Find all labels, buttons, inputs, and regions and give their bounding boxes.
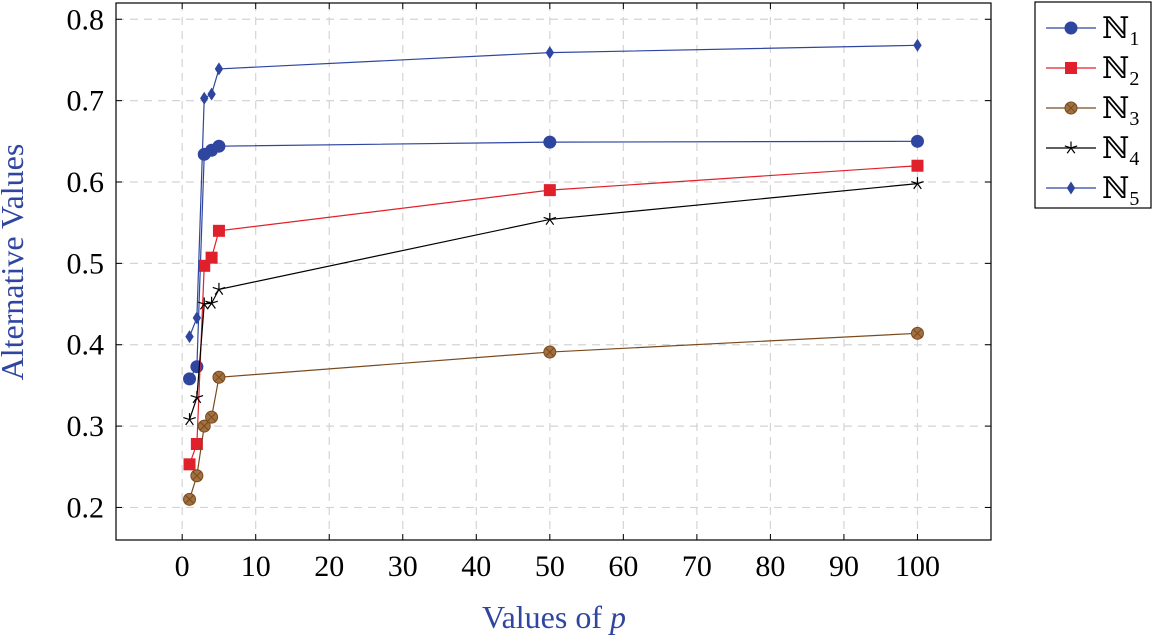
data-point-circle xyxy=(543,135,557,149)
series-line xyxy=(189,140,918,380)
x-tick-label: 20 xyxy=(314,550,344,583)
data-point-circle-x xyxy=(1064,101,1078,115)
data-point-diamond xyxy=(214,62,224,76)
y-tick-label: 0.4 xyxy=(67,329,105,362)
legend-box xyxy=(1034,1,1152,209)
data-point-circle-x xyxy=(910,326,924,340)
data-point-circle-x xyxy=(543,345,557,359)
data-point-circle-x xyxy=(212,370,226,384)
plot-frame xyxy=(115,2,992,541)
data-point-diamond xyxy=(185,330,194,344)
x-tick-label: 70 xyxy=(682,550,712,583)
data-point-diamond xyxy=(200,91,209,105)
legend-label: ℕ2 xyxy=(1102,52,1139,90)
y-tick-label: 0.6 xyxy=(67,166,105,199)
data-point-circle xyxy=(190,360,204,374)
data-point-circle xyxy=(910,134,924,148)
data-point-square xyxy=(212,224,225,237)
data-point-circle xyxy=(1064,21,1078,35)
data-point-star xyxy=(1064,141,1078,154)
data-point-star xyxy=(197,297,211,310)
x-tick-label: 30 xyxy=(388,550,418,583)
data-point-star xyxy=(911,177,924,190)
data-point-circle-x xyxy=(183,492,197,506)
data-point-circle-x xyxy=(205,410,219,424)
data-point-circle-x xyxy=(190,469,204,483)
x-tick-label: 90 xyxy=(829,550,859,583)
data-point-circle xyxy=(183,372,197,386)
x-tick-label: 40 xyxy=(461,550,491,583)
data-point-diamond xyxy=(545,46,555,60)
data-point-star xyxy=(543,212,557,226)
legend-item-4: ℕ4 xyxy=(1046,132,1139,170)
data-point-square xyxy=(1065,62,1077,74)
series-2 xyxy=(183,159,924,471)
data-point-diamond xyxy=(913,38,922,52)
data-point-square xyxy=(205,251,218,264)
legend-item-2: ℕ2 xyxy=(1046,52,1139,90)
data-point-diamond xyxy=(192,311,202,325)
legend-item-3: ℕ3 xyxy=(1046,92,1139,130)
y-axis-ticks: 0.2 0.3 0.4 0.5 0.6 0.7 0.8 xyxy=(67,3,991,524)
x-tick-label: 100 xyxy=(895,550,940,583)
legend-item-1: ℕ1 xyxy=(1046,12,1139,50)
legend-label: ℕ4 xyxy=(1102,132,1139,170)
series-layer xyxy=(183,38,924,506)
series-1 xyxy=(183,134,924,386)
y-tick-label: 0.3 xyxy=(67,410,105,443)
data-point-square xyxy=(183,458,196,471)
data-point-star xyxy=(190,391,204,404)
legend-label: ℕ3 xyxy=(1102,92,1139,130)
data-point-diamond xyxy=(1066,181,1076,195)
data-point-square xyxy=(911,159,924,172)
legend-label: ℕ5 xyxy=(1102,172,1139,210)
data-point-star xyxy=(212,282,226,296)
x-tick-label: 60 xyxy=(608,550,638,583)
data-point-circle xyxy=(212,139,226,153)
data-point-square xyxy=(190,437,203,450)
y-tick-label: 0.7 xyxy=(67,85,105,118)
data-point-star xyxy=(183,413,196,426)
x-tick-label: 0 xyxy=(175,550,190,583)
x-tick-label: 10 xyxy=(241,550,271,583)
data-point-circle-x xyxy=(197,419,211,433)
data-point-diamond xyxy=(207,87,216,101)
grid-lines xyxy=(116,3,991,540)
series-4 xyxy=(183,177,924,426)
legend-item-5: ℕ5 xyxy=(1046,172,1139,210)
x-axis-label: Values of p xyxy=(482,599,626,635)
y-tick-label: 0.2 xyxy=(67,491,105,524)
x-tick-label: 80 xyxy=(755,550,785,583)
y-axis-label: Alternative Values xyxy=(0,144,30,381)
y-tick-label: 0.8 xyxy=(67,3,105,36)
series-line xyxy=(188,165,918,465)
series-5 xyxy=(185,38,922,344)
data-point-square xyxy=(543,184,556,197)
data-point-star xyxy=(205,296,218,309)
series-line xyxy=(188,183,918,420)
series-3 xyxy=(183,326,924,506)
legend-label: ℕ1 xyxy=(1102,12,1139,50)
series-line xyxy=(188,332,918,500)
x-axis-ticks: 0 10 20 30 40 50 60 70 80 90 100 xyxy=(175,3,940,583)
y-tick-label: 0.5 xyxy=(67,247,105,280)
x-tick-label: 50 xyxy=(535,550,565,583)
